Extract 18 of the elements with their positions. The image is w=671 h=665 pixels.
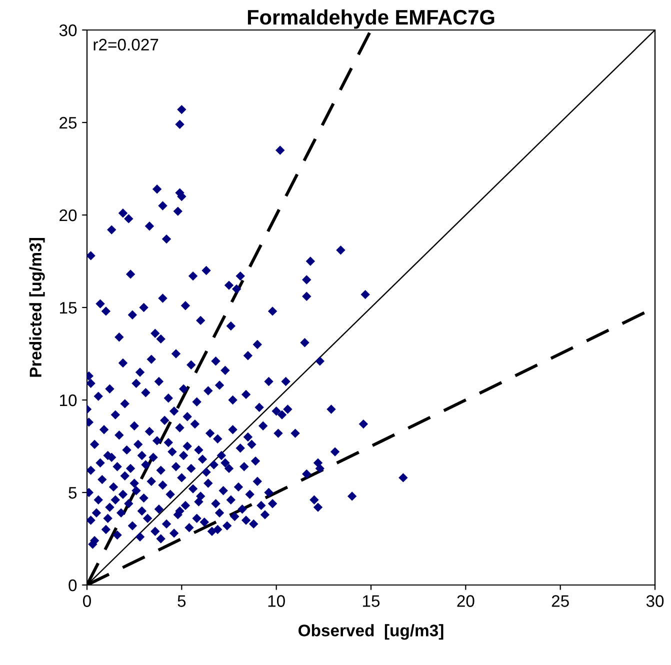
x-tick-label: 10 (268, 595, 285, 607)
y-axis-title: Predicted [ug/m3] (29, 238, 45, 377)
y-tick-label: 30 (59, 24, 77, 36)
y-tick-label: 5 (68, 487, 77, 499)
x-axis-title: Observed [ug/m3] (298, 624, 444, 640)
y-tick-label: 20 (60, 209, 77, 222)
annotation: r2=0.027 (94, 38, 158, 51)
chart-title: Formaldehyde EMFAC7G (248, 9, 494, 29)
y-tick-label: 0 (68, 579, 77, 592)
x-tick-label: 0 (83, 595, 91, 607)
y-tick-label: 10 (60, 394, 77, 406)
x-tick-label: 30 (646, 595, 664, 607)
x-tick-label: 25 (552, 595, 569, 607)
x-tick-label: 20 (457, 595, 474, 607)
x-tick-label: 15 (363, 595, 380, 607)
y-tick-label: 15 (60, 302, 77, 314)
y-tick-label: 25 (60, 116, 77, 129)
x-tick-label: 5 (178, 595, 186, 607)
